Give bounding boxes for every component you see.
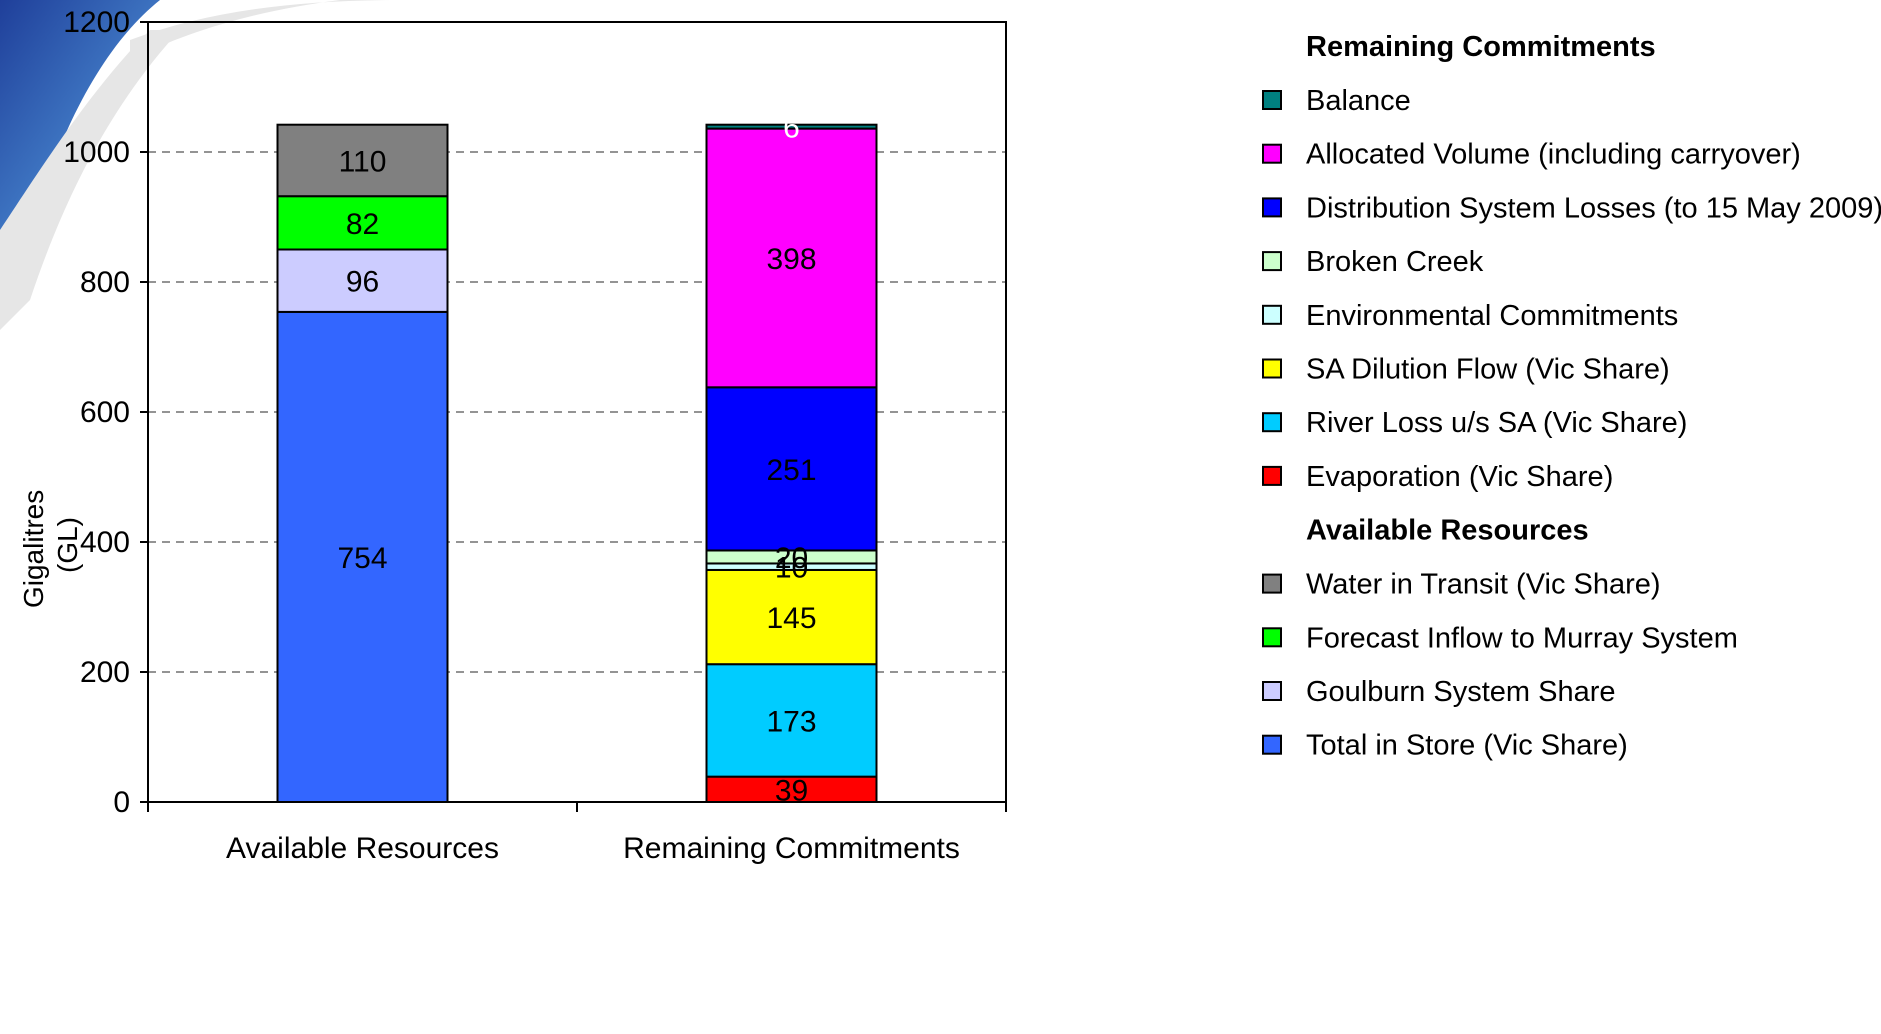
decorative-swoosh [0, 0, 400, 330]
y-tick-label: 800 [80, 266, 130, 299]
legend-item-label: Evaporation (Vic Share) [1306, 461, 1613, 493]
data-label: 251 [766, 454, 816, 487]
data-label: 20 [775, 542, 808, 575]
data-label: 96 [346, 266, 379, 299]
y-tick-label: 400 [80, 526, 130, 559]
legend-item-label: Broken Creek [1306, 246, 1484, 278]
data-label: 10 [775, 552, 808, 585]
data-label: 145 [766, 602, 816, 635]
legend-item-label: Allocated Volume (including carryover) [1306, 139, 1801, 171]
legend: Remaining Commitments Balance Allocated Vo… [1262, 31, 1881, 762]
y-tick-label: 0 [113, 786, 130, 819]
legend-item-label: Forecast Inflow to Murray System [1306, 622, 1738, 654]
legend-swatch [1262, 304, 1282, 325]
axes: 0 200 400 600 800 1000 1200 Available Resources… [63, 6, 1007, 865]
legend-item-label: Water in Transit (Vic Share) [1306, 569, 1661, 601]
legend-swatch [1262, 90, 1282, 110]
legend-swatch [1262, 412, 1282, 433]
data-label: 39 [775, 774, 808, 807]
data-label: 110 [339, 145, 387, 178]
y-tick-label: 600 [80, 396, 130, 429]
legend-heading: Remaining Commitments [1306, 31, 1656, 63]
legend-swatch [1262, 681, 1282, 701]
legend-item-label: Total in Store (Vic Share) [1306, 730, 1628, 762]
bars [276, 123, 878, 804]
bar-segment-allocated-volume-including-carryover [705, 127, 878, 389]
bar-segment-distribution-system-losses-to-15-may-2009 [705, 386, 878, 552]
legend-item-label: SA Dilution Flow (Vic Share) [1306, 354, 1670, 386]
legend-swatch [1262, 734, 1282, 755]
y-tick-label: 1200 [63, 6, 130, 39]
legend-item-label: Goulburn System Share [1306, 676, 1615, 708]
legend-heading: Available Resources [1306, 515, 1589, 547]
data-label: 754 [337, 542, 387, 575]
data-label: 6 [783, 112, 800, 145]
legend-swatch [1262, 143, 1282, 164]
legend-item-label: Environmental Commitments [1306, 300, 1678, 332]
legend-swatch [1262, 465, 1282, 486]
legend-swatch [1262, 573, 1282, 594]
x-category-label: Available Resources [226, 832, 499, 865]
bar-segment-water-in-transit-vic-share [276, 123, 449, 198]
legend-swatch [1262, 627, 1282, 648]
y-tick-label: 200 [80, 656, 130, 689]
x-category-label: Remaining Commitments [623, 832, 960, 865]
legend-swatch [1262, 197, 1282, 218]
legend-item-label: Distribution System Losses (to 15 May 20… [1306, 192, 1881, 224]
legend-item-label: River Loss u/s SA (Vic Share) [1306, 407, 1687, 439]
bar-segment-total-in-store-vic-share [276, 310, 449, 803]
data-label: 82 [346, 208, 379, 241]
bar-segment-goulburn-system-share [276, 248, 449, 313]
legend-item-label: Balance [1306, 85, 1411, 117]
data-label: 173 [766, 705, 816, 738]
data-label: 398 [766, 243, 816, 276]
y-tick-label: 1000 [63, 136, 130, 169]
bar-segment-balance [705, 123, 878, 130]
y-axis-title: Gigalitres (GL) [18, 482, 83, 608]
legend-swatch [1262, 251, 1282, 272]
legend-swatch [1262, 358, 1282, 379]
bar-segment-sa-dilution-flow-vic-share [705, 568, 878, 666]
